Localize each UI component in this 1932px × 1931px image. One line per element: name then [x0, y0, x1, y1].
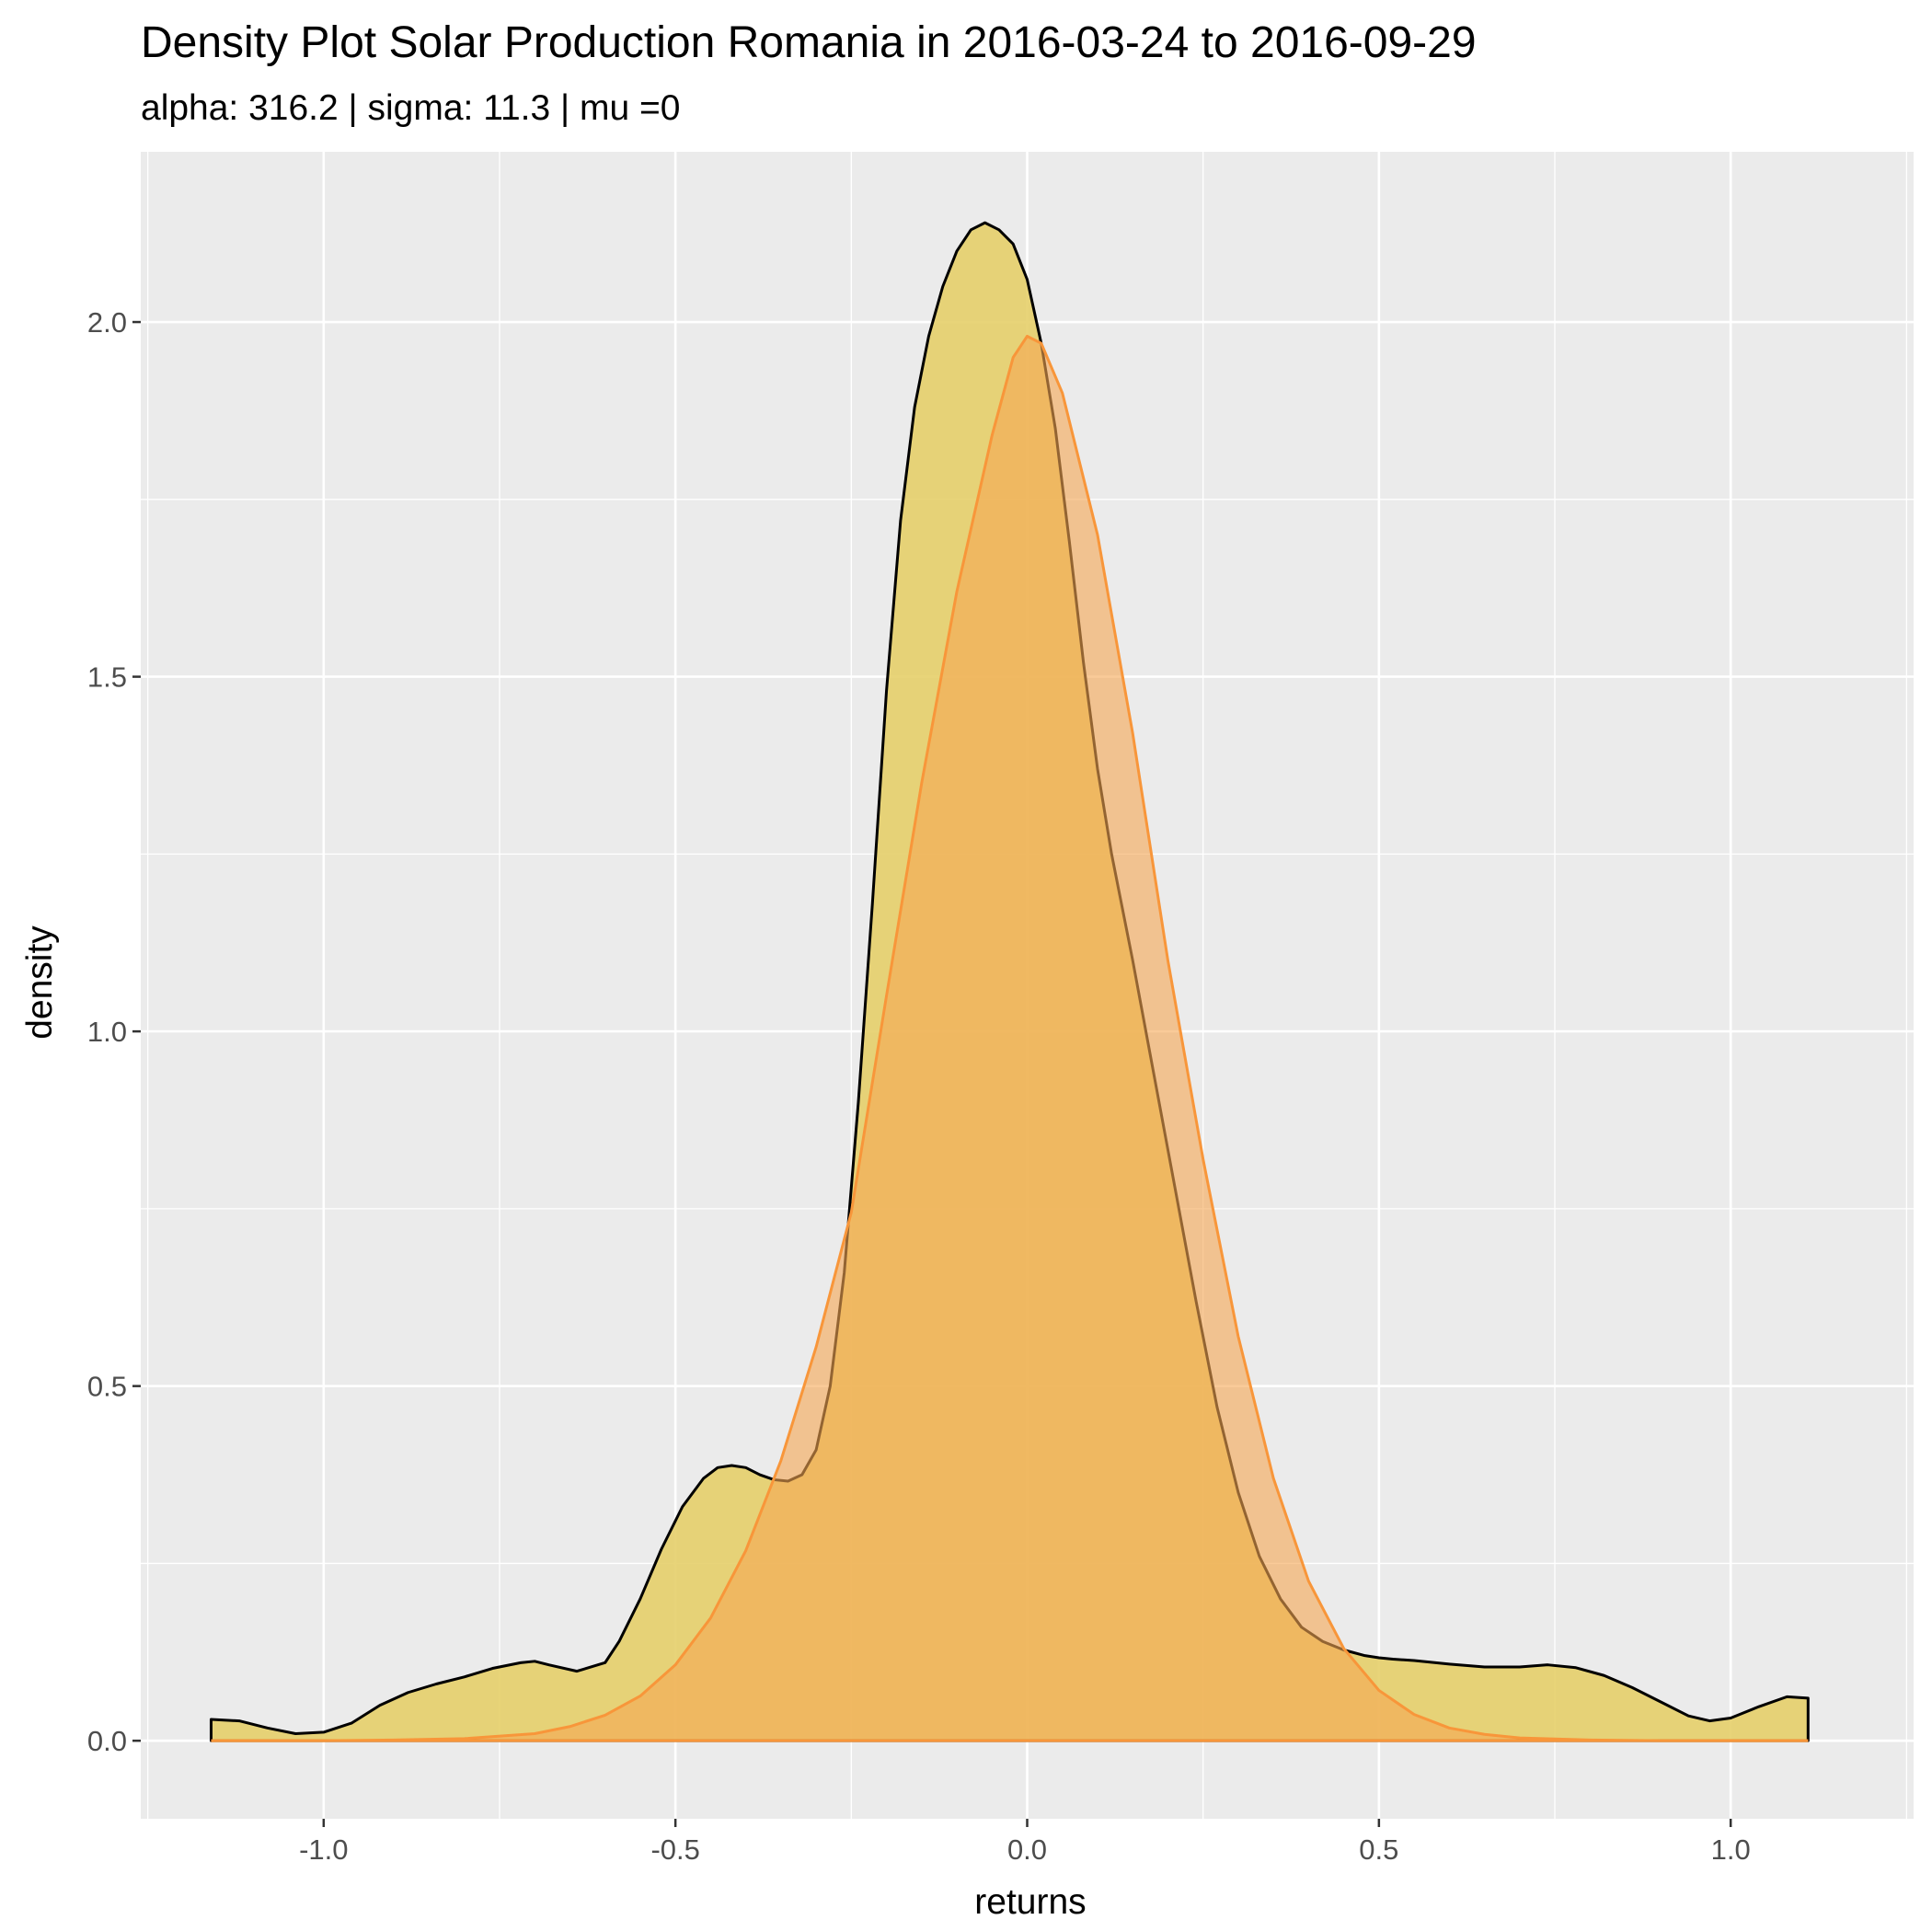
chart-subtitle: alpha: 316.2 | sigma: 11.3 | mu =0	[141, 88, 681, 128]
y-tick-label: 1.5	[87, 661, 127, 694]
x-tick-label: 0.0	[1007, 1833, 1047, 1866]
chart-title: Density Plot Solar Production Romania in…	[141, 18, 1477, 67]
fitted-density-line	[211, 334, 1809, 1742]
x-tick-label: -1.0	[299, 1833, 348, 1866]
y-tick-label: 0.5	[87, 1371, 127, 1403]
fitted-density-area	[211, 336, 1809, 1741]
x-axis-title: returns	[974, 1882, 1086, 1922]
y-axis-title: density	[20, 925, 60, 1040]
x-tick-label: 1.0	[1711, 1833, 1751, 1866]
density-areas	[209, 221, 1810, 1742]
y-tick-label: 2.0	[87, 306, 127, 339]
x-tick-label: 0.5	[1359, 1833, 1398, 1866]
y-tick-label: 1.0	[87, 1016, 127, 1048]
y-tick-label: 0.0	[87, 1725, 127, 1757]
x-tick-label: -0.5	[650, 1833, 699, 1866]
axes: -1.0 -0.5 0.0 0.5 1.0 0.0 0.5 1.0 1.5 2.0	[87, 306, 1751, 1866]
